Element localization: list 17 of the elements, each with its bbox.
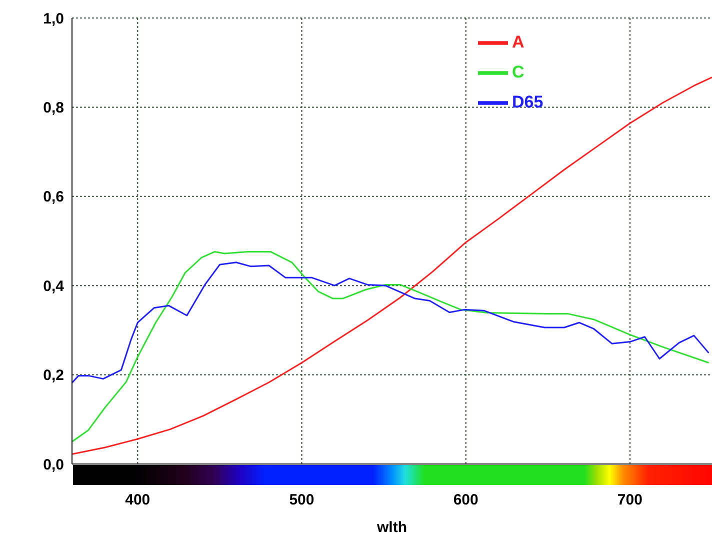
legend-label: D65 [512, 92, 544, 112]
y-tick-label: 1,0 [43, 10, 64, 28]
y-tick-label: 0,8 [43, 100, 64, 117]
y-tick-label: 0,2 [43, 367, 64, 384]
line-series [72, 76, 712, 455]
x-axis-title: wlth [376, 519, 407, 534]
line-series [72, 262, 710, 384]
y-tick-label: 0,4 [43, 278, 65, 295]
y-tick-label: 0,0 [43, 456, 64, 474]
x-tick-label: 500 [289, 492, 314, 509]
x-tick-label: 400 [125, 492, 150, 509]
y-tick-label: 0,6 [43, 188, 64, 206]
legend-label: C [512, 62, 524, 82]
legend-label: A [512, 32, 524, 52]
x-tick-label: 600 [453, 492, 478, 509]
line-series [72, 250, 710, 442]
x-tick-label: 700 [617, 492, 642, 509]
